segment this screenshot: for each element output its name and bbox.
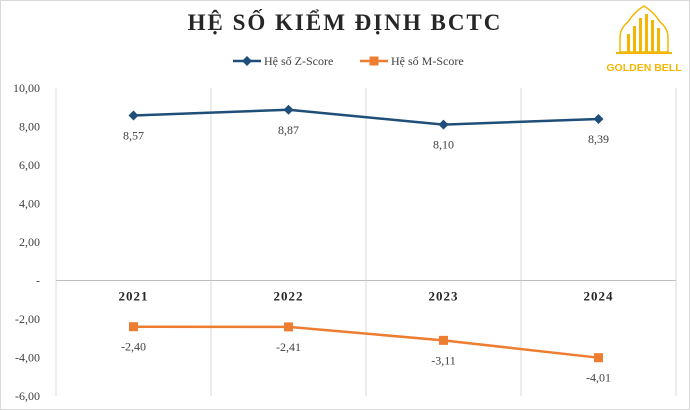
series-line [133, 108, 599, 126]
data-label: 8,87 [278, 123, 299, 137]
chart-title: HỆ SỐ KIỂM ĐỊNH BCTC [187, 10, 503, 35]
legend-marker [369, 56, 379, 66]
legend-label: Hệ số M-Score [391, 54, 464, 68]
y-tick-label: -4,00 [15, 351, 40, 365]
y-tick-label: 10,00 [13, 81, 40, 95]
data-label: -2,40 [121, 340, 146, 354]
y-tick-label: 8,00 [19, 120, 40, 134]
y-tick-label: 4,00 [19, 197, 40, 211]
data-label: -4,01 [586, 371, 611, 385]
y-tick-label: -6,00 [15, 389, 40, 403]
x-tick-label: 2024 [584, 289, 614, 304]
data-label: 8,39 [588, 132, 609, 146]
y-tick-label: - [36, 274, 40, 288]
data-point-marker [129, 322, 138, 332]
logo-text: GOLDEN BELL [606, 62, 682, 74]
legend-item-z-score: Hệ số Z-Score [233, 54, 333, 68]
x-tick-label: 2022 [274, 289, 304, 304]
data-point-marker [439, 335, 448, 345]
legend-marker [242, 56, 252, 66]
data-point-marker [128, 110, 139, 121]
legend-label: Hệ số Z-Score [264, 54, 333, 68]
series-m-score: -2,40 -2,41 -3,11 -4,01 [121, 322, 611, 385]
legend-item-m-score: Hệ số M-Score [360, 54, 464, 68]
y-tick-label: 2,00 [19, 235, 40, 249]
y-tick-label: -2,00 [15, 312, 40, 326]
data-point-marker [438, 119, 449, 130]
data-label: 8,10 [433, 138, 454, 152]
series-z-score: 8,57 8,87 8,10 8,39 [123, 104, 609, 152]
data-label: 8,57 [123, 129, 144, 143]
data-label: -3,11 [431, 353, 456, 367]
data-point-marker [594, 353, 603, 363]
x-tick-label: 2021 [119, 289, 149, 304]
bell-icon [619, 5, 669, 53]
series-line [133, 325, 599, 359]
y-tick-label: 6,00 [19, 158, 40, 172]
x-tick-label: 2023 [429, 289, 459, 304]
golden-bell-logo: GOLDEN BELL [606, 5, 682, 74]
data-point-marker [593, 113, 604, 124]
data-label: -2,41 [276, 340, 301, 354]
data-point-marker [284, 322, 293, 332]
data-point-marker [283, 104, 294, 115]
